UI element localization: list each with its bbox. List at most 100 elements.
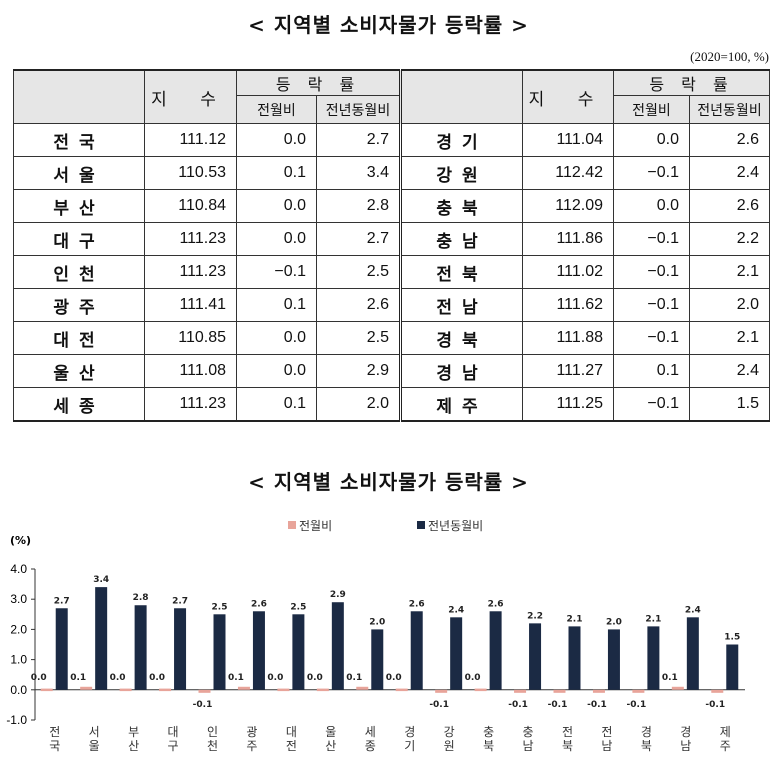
mom-cell: 0.1 [236,156,317,190]
table-row: 인천 111.23 −0.1 2.5 전북 111.02 −0.1 2.1 [13,255,770,289]
yoy-cell: 2.0 [689,288,770,322]
header-row-1: 지 수 등 락 률 지 수 등 락 률 [13,69,770,124]
bar [119,688,132,692]
x-tick-label-char: 대 [168,725,179,739]
data-label: 0.0 [465,673,481,683]
header-region-right [399,69,523,124]
index-cell: 111.25 [522,387,614,422]
index-cell: 111.04 [522,123,614,157]
table-row: 서울 110.53 0.1 3.4 강원 112.42 −0.1 2.4 [13,156,770,190]
bar [134,605,147,690]
data-label: -0.1 [548,700,568,710]
data-label: 0.0 [267,673,283,683]
data-label: -0.1 [193,700,213,710]
data-label: 0.0 [386,673,402,683]
data-label: -0.1 [508,700,528,710]
bar [592,689,605,693]
bar [40,688,53,692]
x-tick-label-char: 원 [444,739,455,753]
data-label: 2.0 [369,617,385,627]
legend-swatch [288,521,296,529]
bar [55,608,68,690]
y-tick-label: 0.0 [10,683,27,697]
data-label: 2.6 [251,599,267,609]
index-cell: 111.12 [144,123,237,157]
data-label: 0.1 [346,673,362,683]
bar-chart: 전월비 전년동월비(%)4.03.02.01.00.0-1.00.02.7전국0.… [6,519,745,753]
x-tick-label-char: 경 [641,725,652,739]
bar [213,614,226,690]
bar [568,626,581,690]
data-label: -0.1 [627,700,647,710]
bar [632,689,645,693]
chart-title: < 지역별 소비자물가 등락률 > [248,470,529,494]
region-cell: 인천 [13,255,145,289]
mom-cell: −0.1 [236,255,317,289]
mom-cell: 0.0 [236,354,317,388]
bar [474,688,487,692]
yoy-cell: 2.6 [689,123,770,157]
x-tick-label-char: 충 [523,725,534,739]
index-cell: 112.42 [522,156,614,190]
data-label: -0.1 [429,700,449,710]
table-row: 광주 111.41 0.1 2.6 전남 111.62 −0.1 2.0 [13,288,770,322]
x-tick-label-char: 남 [523,739,534,753]
bar [277,688,290,692]
data-label: 2.5 [212,602,228,612]
data-label: 2.8 [133,593,149,603]
bar [671,686,684,690]
mom-cell: 0.0 [236,189,317,223]
index-cell: 111.02 [522,255,614,289]
data-label: 2.0 [606,617,622,627]
header-mom-left: 전월비 [236,95,317,124]
x-tick-label-char: 울 [325,725,336,739]
header-row-2: 전월비 전년동월비 전월비 전년동월비 [14,95,770,124]
bar [647,626,660,690]
region-cell: 충남 [399,222,523,256]
bar [292,614,305,690]
legend-label: 전년동월비 [428,519,483,533]
yoy-cell: 3.4 [316,156,401,190]
index-cell: 110.53 [144,156,237,190]
region-cell: 서울 [13,156,145,190]
region-cell: 대구 [13,222,145,256]
mom-cell: −0.1 [613,387,690,422]
data-label: 2.7 [172,596,188,606]
yoy-cell: 2.8 [316,189,401,223]
header-region-left [13,69,145,124]
bar [514,689,527,693]
x-tick-label-char: 세 [365,725,376,739]
yoy-cell: 2.7 [316,123,401,157]
table-title: < 지역별 소비자물가 등락률 > [248,13,529,37]
x-tick-label-char: 제 [720,725,731,739]
bar [331,602,344,690]
data-label: 0.0 [31,673,47,683]
yoy-cell: 2.5 [316,321,401,355]
index-cell: 111.23 [144,387,237,422]
x-tick-label-char: 강 [444,725,455,739]
x-tick-label-char: 남 [680,739,691,753]
bar [711,689,724,693]
bar [159,688,172,692]
data-label: 2.1 [645,614,661,624]
yoy-cell: 2.4 [689,354,770,388]
yoy-cell: 2.1 [689,255,770,289]
bar [410,611,423,690]
x-tick-label-char: 주 [720,739,731,753]
bar [450,617,463,690]
y-tick-label: 4.0 [10,562,27,576]
y-axis-label: (%) [10,534,31,547]
index-cell: 110.85 [144,321,237,355]
data-label: 0.1 [228,673,244,683]
mom-cell: 0.1 [236,387,317,422]
region-cell: 광주 [13,288,145,322]
data-label: 2.6 [488,599,504,609]
region-cell: 전국 [13,123,145,157]
bar [371,629,384,690]
x-tick-label-char: 전 [601,725,612,739]
data-label: 1.5 [724,633,740,643]
data-label: 3.4 [93,575,109,585]
index-cell: 111.41 [144,288,237,322]
x-tick-label-char: 북 [641,739,652,753]
x-tick-label-char: 경 [404,725,415,739]
